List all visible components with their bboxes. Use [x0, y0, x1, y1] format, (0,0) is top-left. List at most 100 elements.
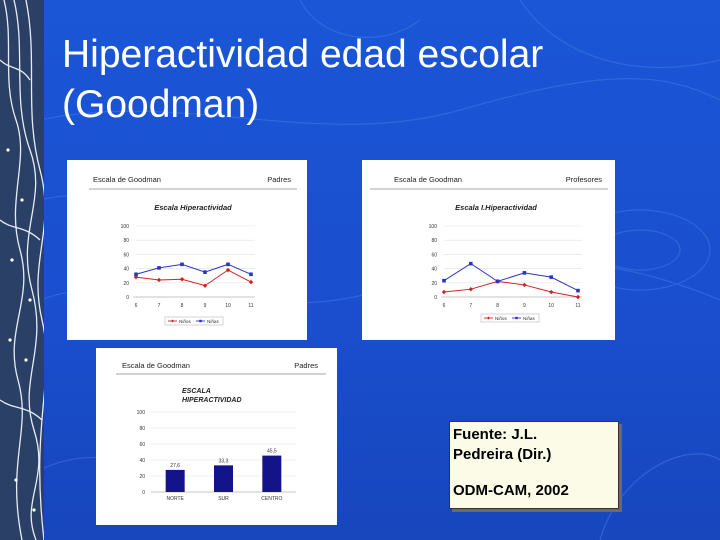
line-chart-padres: Escala de Goodman Padres Escala Hiperact…	[89, 175, 297, 326]
x-tick-label: 7	[158, 303, 161, 309]
source-line-1: Fuente: J.L.	[453, 426, 538, 443]
y-tick-label: 40	[123, 267, 129, 273]
legend-label: Niños	[495, 316, 507, 321]
data-point	[575, 294, 581, 300]
bar-norte	[165, 469, 185, 492]
chart-title-line-2: HIPERACTIVIDAD	[182, 397, 242, 404]
data-point	[522, 282, 527, 288]
panel-header-left: Escala de Goodman	[122, 361, 190, 370]
y-tick-label: 0	[142, 490, 145, 496]
y-tick-label: 80	[123, 238, 129, 244]
data-point	[249, 272, 253, 277]
legend-marker	[199, 319, 202, 323]
data-point	[248, 279, 254, 285]
title-line-2: (Goodman)	[62, 83, 260, 126]
data-point	[179, 277, 185, 282]
data-point	[202, 283, 208, 288]
data-point	[441, 289, 447, 295]
legend-label: Niñas	[207, 319, 219, 324]
data-point	[468, 286, 473, 292]
source-line-2: Pedreira (Dir.)	[453, 446, 552, 463]
legend-marker	[171, 319, 174, 323]
x-tick-label: 10	[225, 303, 231, 309]
x-tick-label: 7	[469, 303, 472, 309]
x-tick-label: 6	[135, 303, 138, 309]
y-tick-label: 40	[431, 267, 437, 273]
chart-panel-padres-bar: Escala de Goodman Padres ESCALA HIPERACT…	[96, 348, 337, 525]
y-tick-label: 20	[139, 474, 145, 480]
x-tick-label: 11	[575, 303, 580, 309]
title-line-1: Hiperactividad edad escolar	[62, 33, 544, 76]
legend-box	[164, 316, 224, 326]
x-tick-label: 9	[204, 303, 207, 309]
x-tick-label: 9	[523, 303, 526, 309]
data-point	[226, 262, 230, 267]
data-point	[469, 261, 473, 266]
y-tick-label: 60	[431, 252, 437, 258]
x-tick-label: 8	[496, 303, 499, 309]
chart-panel-padres-line: Escala de Goodman Padres Escala Hiperact…	[67, 160, 307, 340]
legend-box	[480, 313, 540, 323]
slide-title: Hiperactividad edad escolar (Goodman)	[62, 30, 702, 130]
series-line-Niños	[443, 280, 579, 298]
series-line-Niñas	[135, 263, 252, 275]
x-tick-label: 8	[181, 303, 184, 309]
y-tick-label: 100	[137, 410, 146, 416]
data-point	[157, 266, 161, 270]
data-point	[522, 271, 527, 275]
chart-title: Escala I.Hiperactividad	[455, 203, 537, 212]
x-tick-label: NORTE	[166, 496, 184, 502]
x-tick-label: 10	[548, 303, 554, 309]
data-point	[576, 288, 580, 293]
line-chart-profesores: Escala de Goodman Profesores Escala I.Hi…	[370, 175, 608, 323]
chart-title-line-1: ESCALA	[182, 388, 211, 395]
x-tick-label: SUR	[218, 496, 229, 502]
bar-value-label: 27,6	[170, 463, 180, 469]
data-point	[442, 278, 446, 283]
y-tick-label: 20	[123, 281, 129, 287]
chart-panel-profesores-line: Escala de Goodman Profesores Escala I.Hi…	[362, 160, 615, 340]
map-strip	[0, 0, 44, 540]
series-line-Niños	[135, 269, 252, 287]
data-point	[225, 267, 231, 273]
data-point	[549, 275, 553, 279]
data-point	[134, 272, 138, 277]
panel-header-right: Profesores	[566, 175, 603, 184]
y-tick-label: 60	[123, 252, 129, 258]
legend-label: Niñas	[523, 316, 535, 321]
panel-header-left: Escala de Goodman	[93, 175, 161, 184]
y-tick-label: 100	[429, 224, 438, 230]
source-note: Fuente: J.L. Pedreira (Dir.) ODM-CAM, 20…	[449, 421, 619, 509]
bar-value-label: 45,5	[267, 449, 277, 455]
source-line-3: ODM-CAM, 2002	[453, 482, 569, 499]
y-tick-label: 80	[139, 426, 145, 432]
y-tick-label: 20	[431, 281, 437, 287]
chart-title: Escala Hiperactividad	[154, 203, 232, 212]
y-tick-label: 0	[434, 295, 437, 301]
data-point	[156, 277, 162, 283]
bar-value-label: 33,3	[219, 458, 229, 464]
legend-marker	[487, 316, 490, 320]
panel-header-right: Padres	[267, 175, 291, 184]
y-tick-label: 60	[139, 442, 145, 448]
bar-centro	[262, 455, 282, 492]
bar-sur	[214, 465, 233, 492]
data-point	[549, 289, 554, 295]
y-tick-label: 100	[121, 224, 130, 230]
y-tick-label: 80	[431, 238, 437, 244]
y-tick-label: 40	[139, 458, 145, 464]
y-tick-label: 0	[126, 295, 129, 301]
x-tick-label: CENTRO	[261, 496, 282, 502]
panel-header-left: Escala de Goodman	[394, 175, 462, 184]
legend-marker	[515, 316, 518, 320]
x-tick-label: 6	[443, 303, 446, 309]
legend-label: Niños	[179, 319, 191, 324]
data-point	[203, 270, 207, 274]
bar-chart-padres: Escala de Goodman Padres ESCALA HIPERACT…	[116, 361, 326, 502]
x-tick-label: 11	[248, 303, 253, 309]
data-point	[495, 279, 500, 284]
panel-header-right: Padres	[294, 361, 318, 370]
data-point	[180, 262, 184, 267]
series-line-Niñas	[443, 263, 579, 292]
